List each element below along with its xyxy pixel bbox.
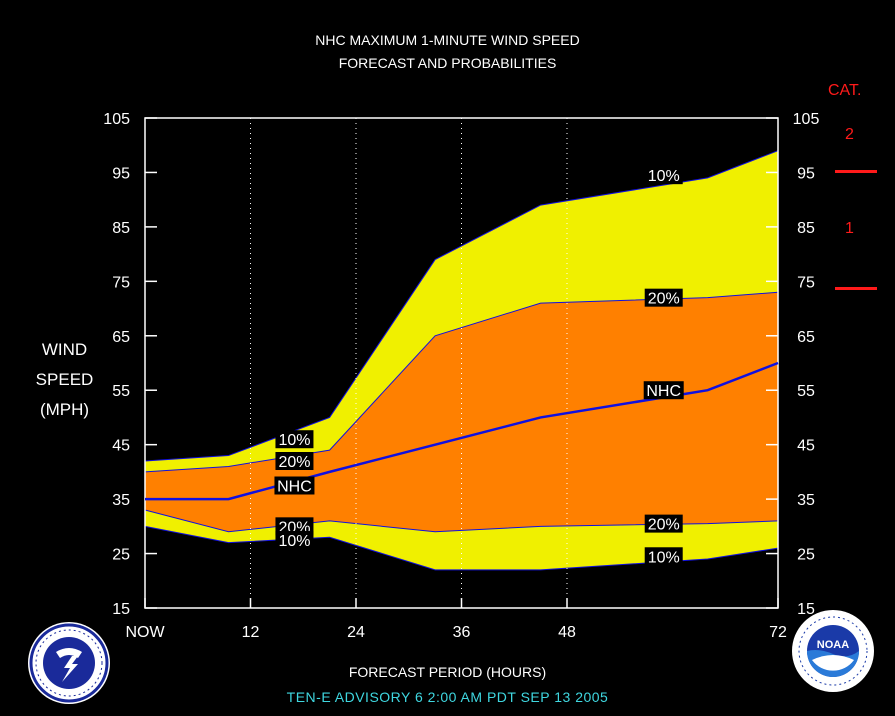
y-tick-label-right: 105 [793,111,820,128]
band-edge-lower [144,509,779,533]
x-tick-label: 12 [242,624,260,641]
annotation-label: 10% [648,168,680,185]
annotation-label: 10% [278,533,310,550]
annotation-label: 10% [648,549,680,566]
annotation-box [274,476,315,495]
y-tick-label-right: 85 [797,220,815,237]
annotation-box [275,452,314,470]
y-tick-label-left: 75 [112,274,130,291]
y-tick-label-left: 25 [112,547,130,564]
y-tick-label-left: 35 [112,492,130,509]
x-tick-label: 24 [347,624,365,641]
advisory-info: TEN-E ADVISORY 6 2:00 AM PDT SEP 13 2005 [286,689,609,705]
y-tick-label-right: 45 [797,438,815,455]
noaa-logo-icon: NOAA [792,610,874,692]
y-axis-label-line3: (MPH) [39,400,90,419]
y-tick-label-left: 95 [112,165,130,182]
annotation-label: 20% [648,517,680,534]
y-tick-label-left: 85 [112,220,130,237]
x-tick-label: 72 [769,624,787,641]
band-edge-upper [144,150,779,462]
annotation-label: NHC [277,479,312,496]
annotation-box [644,166,683,185]
annotation-label: 20% [648,291,680,308]
y-tick-label-right: 75 [797,274,815,291]
band-edge-upper [144,291,779,473]
x-tick-label: NOW [125,624,165,641]
band-20pct [145,292,778,532]
noaa-logo-text: NOAA [817,639,849,651]
y-axis-label-line2: SPEED [35,370,94,389]
category-divider-line [835,287,877,290]
annotation-label: 20% [278,454,310,471]
x-axis-label: FORECAST PERIOD (HOURS) [348,664,547,680]
annotation-label: NHC [646,383,681,400]
y-tick-label-right: 35 [797,492,815,509]
category-divider-line [835,170,877,173]
annotation-box [644,514,683,533]
annotation-box [275,517,314,536]
annotation-box [643,381,684,400]
y-tick-label-right: 55 [797,383,815,400]
x-tick-label: 36 [453,624,471,641]
annotation-box [644,547,683,566]
y-tick-label-left: 55 [112,383,130,400]
chart-title-line1: NHC MAXIMUM 1-MINUTE WIND SPEED [315,32,580,48]
x-tick-label: 48 [558,624,576,641]
y-tick-label-right: 25 [797,547,815,564]
y-tick-label-right: 95 [797,165,815,182]
nhc-forecast-line [145,361,779,501]
y-tick-label-right: 15 [797,601,815,618]
annotation-box [644,288,683,307]
nws-logo-icon [28,622,110,704]
annotation-label: 10% [278,432,310,449]
category-label-2: 2 [845,126,854,143]
y-tick-label-left: 65 [112,329,130,346]
y-tick-label-left: 15 [112,601,130,618]
y-tick-label-left: 45 [112,438,130,455]
category-label-1: 1 [845,220,854,237]
annotation-box [275,430,314,449]
category-title: CAT. [828,82,862,99]
annotation-box [275,530,314,549]
y-tick-label-left: 105 [103,111,130,128]
y-axis-label: WIND SPEED (MPH) [22,335,107,425]
chart-title-line2: FORECAST AND PROBABILITIES [338,55,557,71]
y-tick-label-right: 65 [797,329,815,346]
band-edge-lower [144,525,779,571]
y-axis-label-line1: WIND [41,340,88,359]
